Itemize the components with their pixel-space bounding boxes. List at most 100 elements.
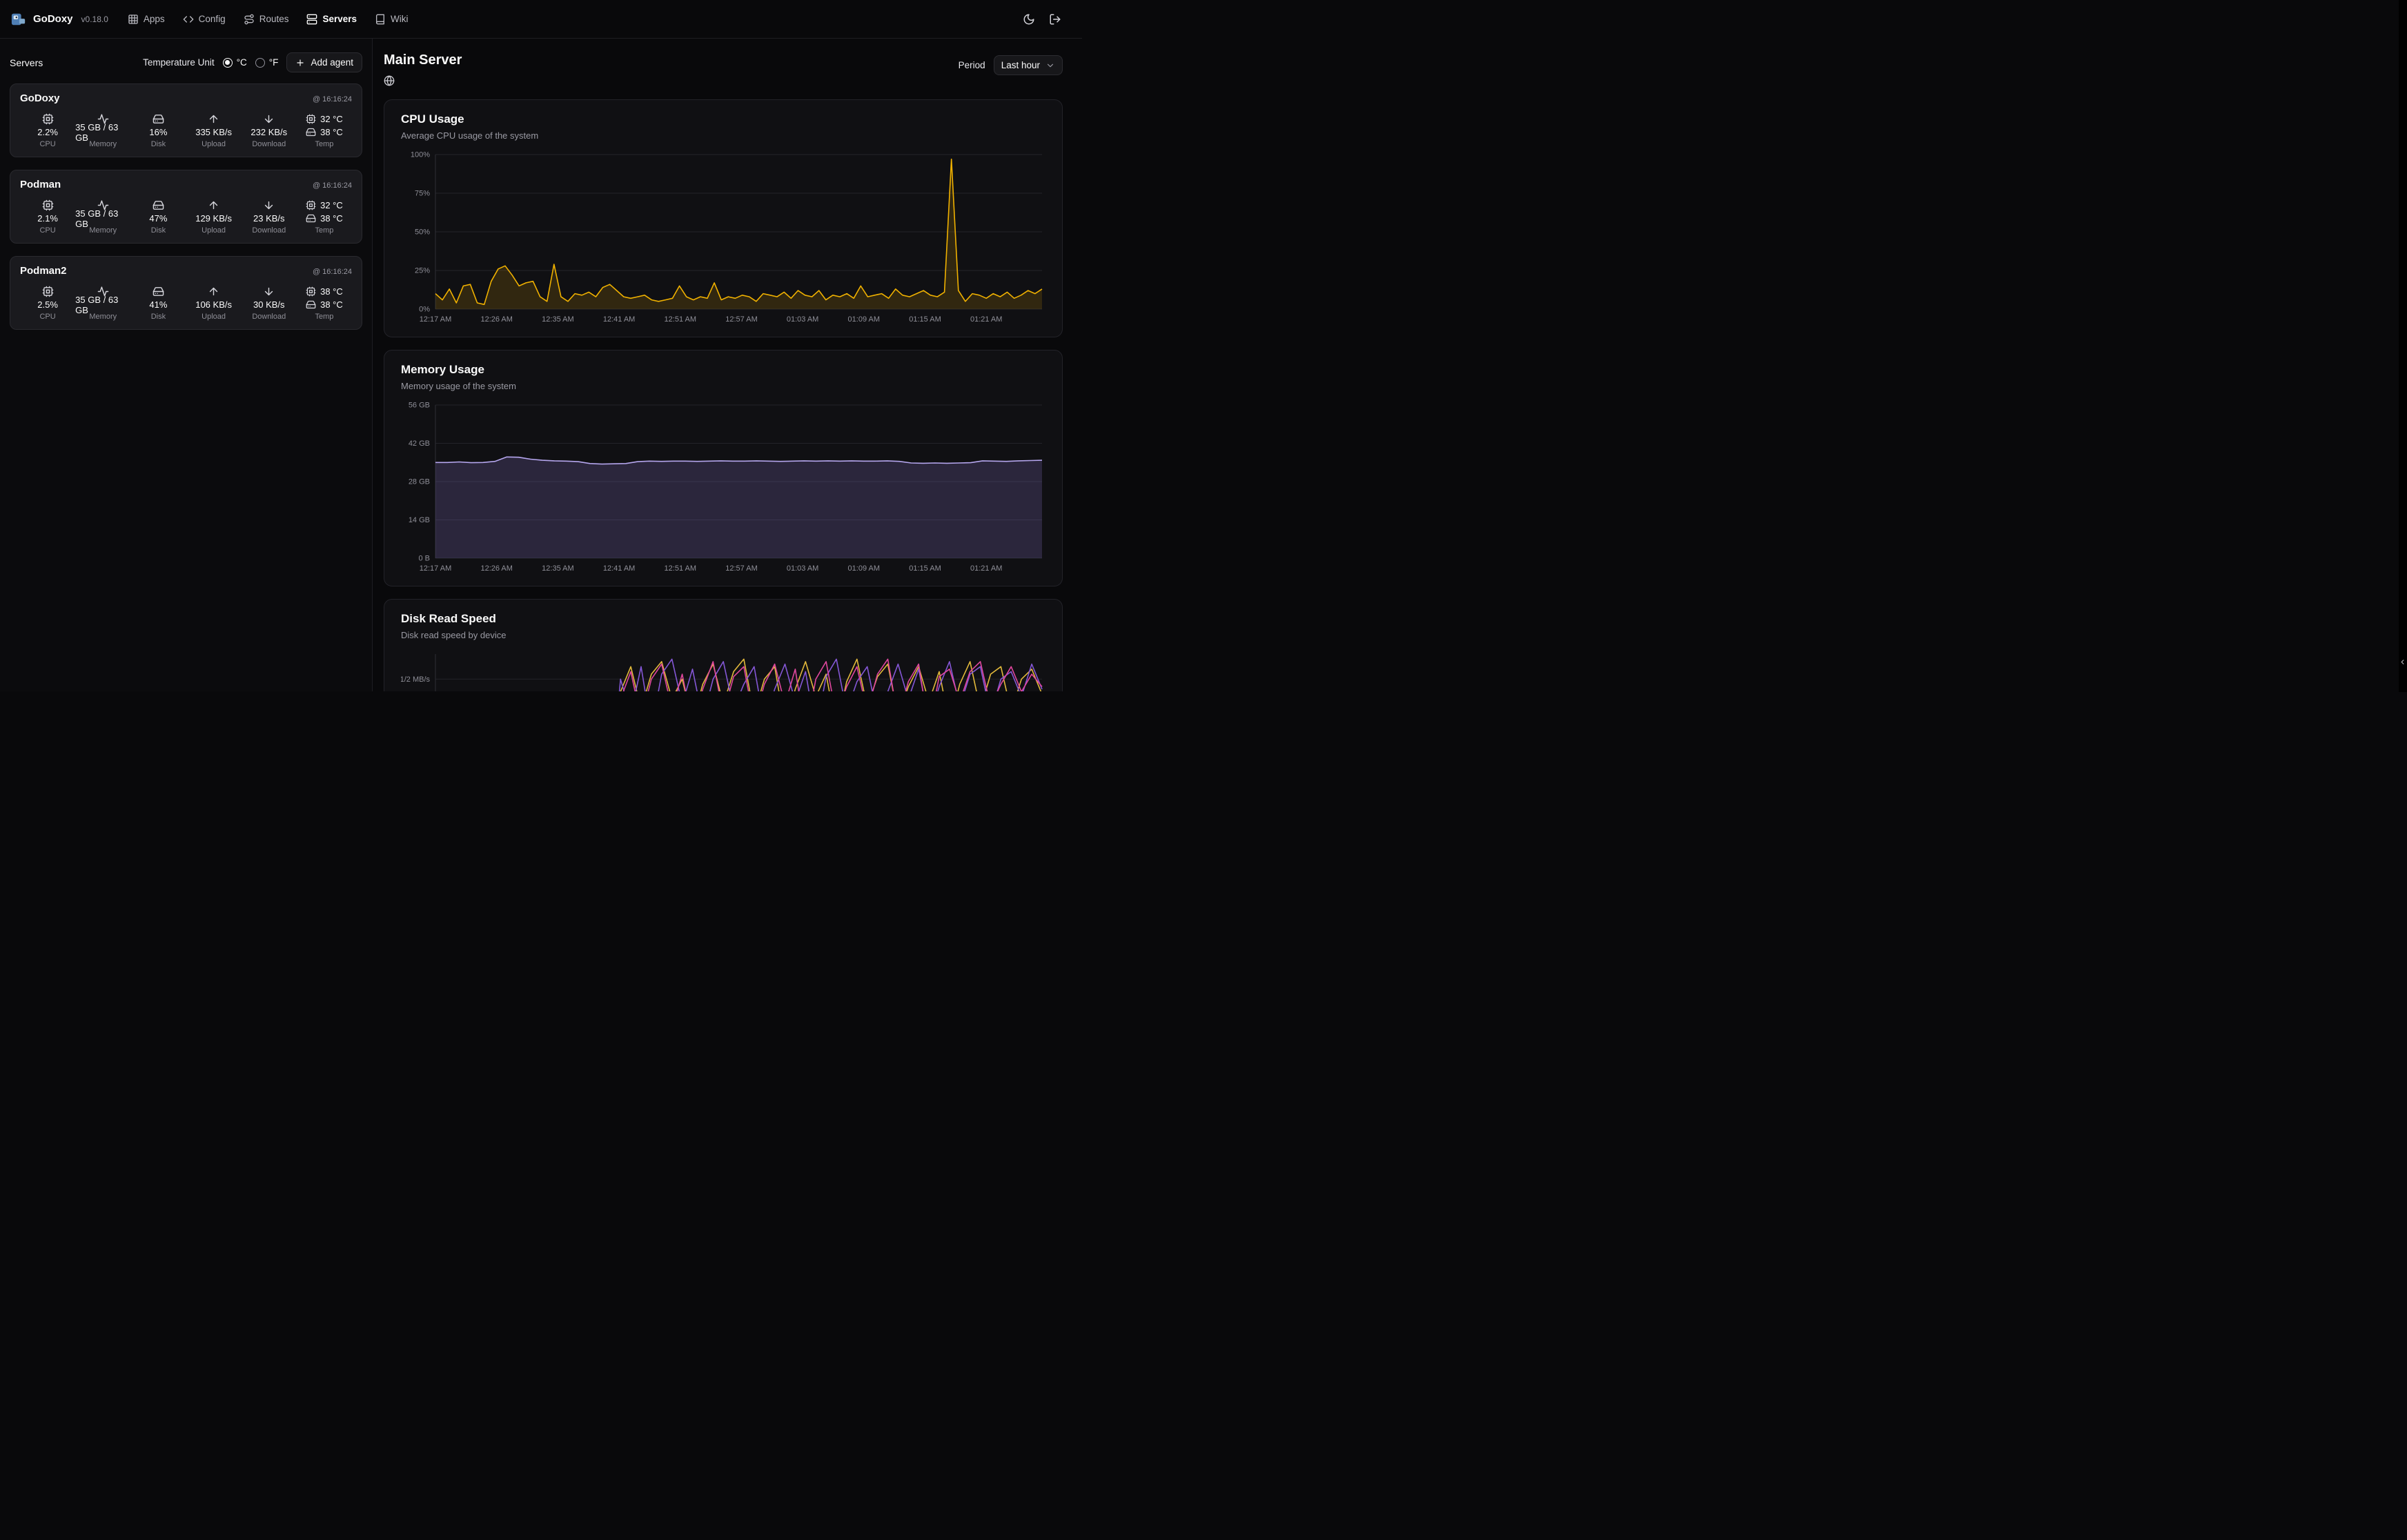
nav-item-routes[interactable]: Routes: [244, 14, 289, 25]
cpu-temp-value: 32 °C: [320, 200, 343, 210]
add-agent-button[interactable]: Add agent: [286, 52, 362, 72]
grid-icon: [128, 14, 139, 25]
memory-value: 35 GB / 63 GB: [75, 294, 119, 315]
cpu-icon: [42, 199, 54, 211]
upload-label: Upload: [202, 226, 226, 235]
disk-label: Disk: [150, 140, 166, 148]
app-version: v0.18.0: [81, 14, 108, 24]
hard-drive-icon: [153, 286, 164, 297]
download-value: 232 KB/s: [250, 127, 288, 137]
cpu-value: 2.1%: [37, 213, 58, 224]
sidebar-title: Servers: [10, 57, 43, 68]
radio-selected-icon[interactable]: [222, 57, 233, 68]
fahrenheit-radio[interactable]: °F: [255, 57, 278, 68]
stat-upload: 106 KB/s Upload: [186, 285, 242, 321]
celsius-radio[interactable]: °C: [222, 57, 247, 68]
period-label: Period: [958, 60, 985, 70]
upload-label: Upload: [202, 140, 226, 148]
cpu-icon: [42, 286, 54, 297]
svg-text:12:57 AM: 12:57 AM: [725, 315, 757, 324]
stat-cpu: 2.2% CPU: [20, 112, 75, 148]
expand-panel-button[interactable]: [2399, 654, 2406, 669]
memory-label: Memory: [89, 226, 117, 235]
hard-drive-icon: [153, 113, 164, 125]
cpu-icon: [306, 200, 316, 210]
server-card-godoxy[interactable]: GoDoxy @ 16:16:24 2.2% CPU 35 GB / 63 GB…: [10, 83, 362, 157]
upload-value: 129 KB/s: [195, 213, 232, 224]
svg-text:0 B: 0 B: [418, 555, 430, 563]
period-control: Period Last hour: [959, 55, 1063, 75]
logout-icon[interactable]: [1049, 13, 1061, 26]
svg-text:01:21 AM: 01:21 AM: [970, 315, 1002, 324]
memory-label: Memory: [89, 140, 117, 148]
memory-usage-chart: 56 GB 42 GB 28 GB 14 GB 0 B12:17 AM 12:26 AM 1…: [409, 402, 1043, 573]
nav-item-wiki[interactable]: Wiki: [375, 14, 409, 25]
svg-text:01:21 AM: 01:21 AM: [970, 564, 1002, 573]
server-card-podman2[interactable]: Podman2 @ 16:16:24 2.5% CPU 35 GB / 63 G…: [10, 256, 362, 330]
temperature-unit-label: Temperature Unit: [143, 57, 215, 68]
arrow-down-icon: [263, 113, 275, 125]
cpu-value: 2.5%: [37, 299, 58, 310]
cpu-usage-card: CPU Usage Average CPU usage of the syste…: [384, 99, 1063, 337]
nav-item-label: Routes: [259, 14, 289, 24]
arrow-up-icon: [208, 199, 219, 211]
brand[interactable]: GoDoxy v0.18.0: [11, 12, 108, 27]
svg-text:56 GB: 56 GB: [409, 402, 430, 410]
server-card-header: Podman @ 16:16:24: [20, 179, 352, 190]
upload-value: 335 KB/s: [195, 127, 232, 137]
download-label: Download: [252, 140, 286, 148]
stat-disk: 47% Disk: [130, 199, 186, 235]
main-panel: Main Server Period Last hour CPU Usage A…: [373, 39, 1082, 691]
stat-disk: 16% Disk: [130, 112, 186, 148]
nav-item-servers[interactable]: Servers: [306, 14, 357, 25]
add-agent-label: Add agent: [311, 57, 353, 68]
svg-text:01:03 AM: 01:03 AM: [787, 564, 818, 573]
server-card-header: Podman2 @ 16:16:24: [20, 265, 352, 277]
arrow-down-icon: [263, 286, 275, 297]
memory-value: 35 GB / 63 GB: [75, 208, 119, 229]
download-value: 30 KB/s: [253, 299, 285, 310]
chart-subtitle: Average CPU usage of the system: [401, 130, 539, 141]
svg-text:25%: 25%: [415, 267, 430, 275]
plus-icon: [295, 58, 305, 68]
server-card-header: GoDoxy @ 16:16:24: [20, 92, 352, 104]
stat-download: 23 KB/s Download: [242, 199, 297, 235]
hard-drive-icon: [306, 299, 316, 310]
globe-icon[interactable]: [384, 75, 395, 86]
stat-upload: 335 KB/s Upload: [186, 112, 242, 148]
nav-item-apps[interactable]: Apps: [128, 14, 165, 25]
svg-text:01:15 AM: 01:15 AM: [909, 564, 941, 573]
server-name: Podman: [20, 179, 61, 190]
memory-label: Memory: [89, 313, 117, 321]
server-card-podman[interactable]: Podman @ 16:16:24 2.1% CPU 35 GB / 63 GB…: [10, 170, 362, 244]
hard-drive-icon: [306, 213, 316, 224]
nav-item-config[interactable]: Config: [183, 14, 226, 25]
disk-temp-value: 38 °C: [320, 299, 343, 310]
disk-read-speed-card: Disk Read Speed Disk read speed by devic…: [384, 599, 1063, 691]
theme-toggle-moon-icon[interactable]: [1023, 13, 1035, 26]
svg-text:12:35 AM: 12:35 AM: [542, 315, 573, 324]
svg-text:12:17 AM: 12:17 AM: [420, 564, 451, 573]
memory-usage-card: Memory Usage Memory usage of the system …: [384, 350, 1063, 586]
cpu-icon: [42, 113, 54, 125]
cpu-label: CPU: [39, 313, 56, 321]
cpu-temp-value: 38 °C: [320, 286, 343, 297]
svg-text:12:57 AM: 12:57 AM: [725, 564, 757, 573]
radio-unselected-icon[interactable]: [255, 57, 265, 68]
memory-value: 35 GB / 63 GB: [75, 121, 119, 143]
svg-text:12:41 AM: 12:41 AM: [603, 564, 635, 573]
stat-download: 232 KB/s Download: [242, 112, 297, 148]
top-navbar: GoDoxy v0.18.0 Apps Config Routes Server…: [0, 0, 1082, 39]
cpu-value: 2.2%: [37, 127, 58, 137]
server-stats-row: 2.2% CPU 35 GB / 63 GB Memory 16% Disk 3…: [20, 112, 352, 148]
server-stats-row: 2.5% CPU 35 GB / 63 GB Memory 41% Disk 1…: [20, 285, 352, 321]
svg-text:100%: 100%: [411, 151, 430, 159]
temp-label: Temp: [315, 140, 334, 148]
period-select[interactable]: Last hour: [993, 55, 1063, 75]
svg-text:50%: 50%: [415, 228, 430, 237]
chart-title: Disk Read Speed: [401, 612, 496, 625]
page-title: Main Server: [384, 52, 462, 68]
stat-disk: 41% Disk: [130, 285, 186, 321]
content-shell: Servers Temperature Unit °C °F Add agent: [0, 39, 1082, 691]
arrow-up-icon: [208, 113, 219, 125]
